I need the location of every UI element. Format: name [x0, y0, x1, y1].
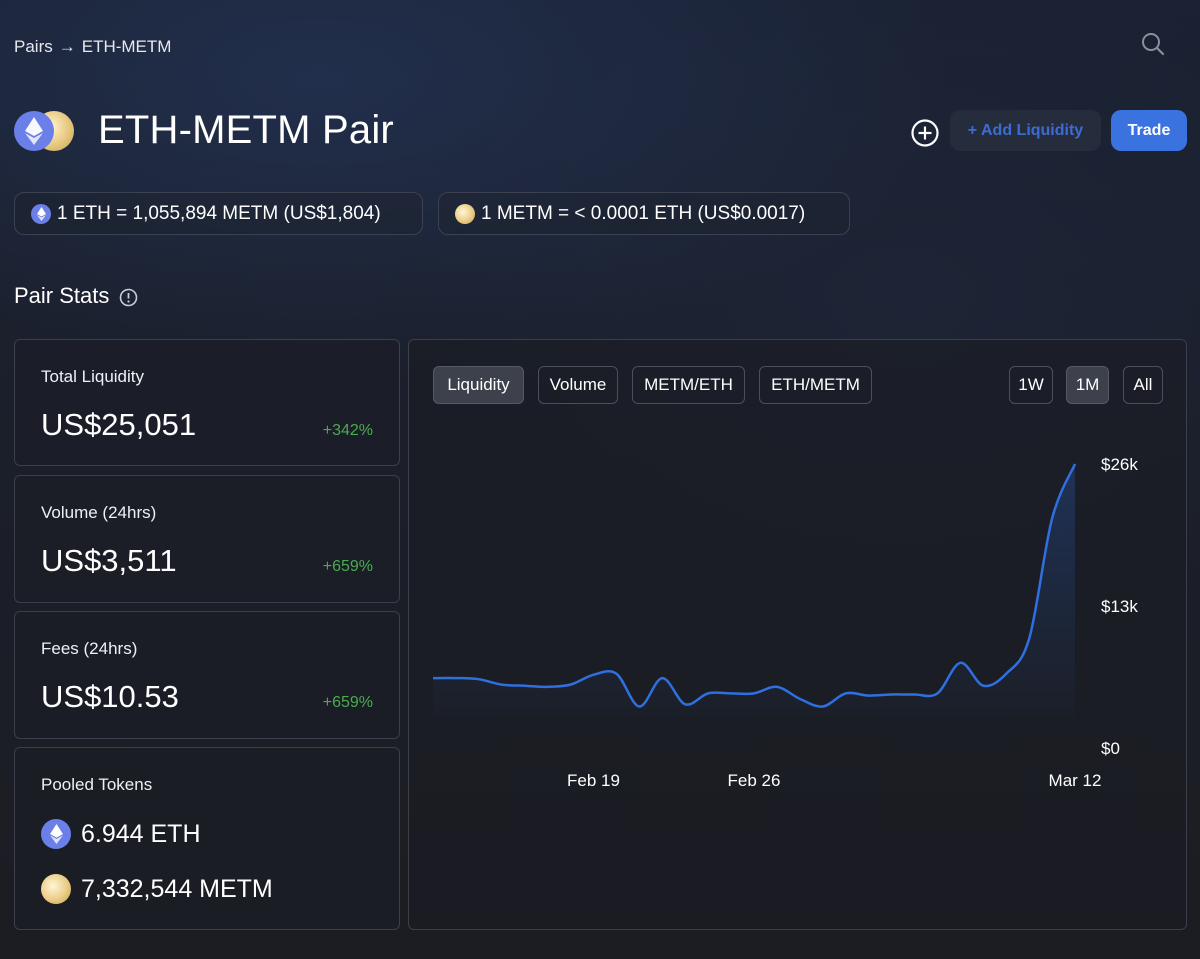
volume-card: Volume (24hrs) US$3,511 +659%: [14, 475, 400, 603]
liquidity-series-line: [432, 463, 1077, 708]
eth-icon: [14, 110, 54, 151]
page-title: ETH-METM Pair: [98, 108, 394, 152]
chart-panel: Liquidity Volume METM/ETH ETH/METM 1W 1M…: [408, 339, 1187, 930]
breadcrumb: Pairs → ETH-METM: [14, 37, 171, 57]
y-tick-label: $13k: [1101, 597, 1138, 616]
fees-card: Fees (24hrs) US$10.53 +659%: [14, 611, 400, 739]
y-tick-label: $0: [1101, 739, 1120, 758]
metm-icon: [41, 874, 71, 904]
tab-metm-eth[interactable]: METM/ETH: [632, 366, 745, 404]
range-all[interactable]: All: [1123, 366, 1163, 404]
header-actions: + Add Liquidity Trade: [910, 110, 1187, 151]
metm-rate-text: 1 METM = < 0.0001 ETH (US$0.0017): [481, 202, 806, 224]
breadcrumb-current: ETH-METM: [81, 37, 172, 56]
pair-token-icons: [14, 109, 76, 153]
breadcrumb-separator: →: [58, 37, 76, 56]
eth-icon: [31, 203, 51, 224]
trade-button[interactable]: Trade: [1111, 110, 1187, 151]
pooled-metm-amount: 7,332,544 METM: [81, 874, 273, 903]
tab-eth-metm[interactable]: ETH/METM: [759, 366, 872, 404]
breadcrumb-pairs-link[interactable]: Pairs: [14, 37, 53, 56]
pair-stats-heading: Pair Stats: [14, 283, 138, 309]
pooled-tokens-card: Pooled Tokens 6.944 ETH 7,332,544 METM: [14, 747, 400, 930]
tab-liquidity[interactable]: Liquidity: [433, 366, 524, 404]
add-liquidity-button[interactable]: + Add Liquidity: [950, 110, 1101, 151]
stat-value: US$25,051: [41, 407, 197, 442]
stat-change: +342%: [322, 422, 373, 439]
add-circle-icon[interactable]: [910, 118, 940, 148]
range-1m[interactable]: 1M: [1066, 366, 1109, 404]
eth-rate-text: 1 ETH = 1,055,894 METM (US$1,804): [57, 202, 381, 224]
pair-stats-title: Pair Stats: [14, 283, 110, 308]
metm-icon: [455, 203, 475, 224]
stat-label: Pooled Tokens: [41, 775, 153, 794]
stat-label: Volume (24hrs): [41, 503, 157, 522]
pair-header: ETH-METM Pair: [14, 108, 394, 153]
stat-label: Fees (24hrs): [41, 639, 138, 658]
pooled-eth-amount: 6.944 ETH: [81, 819, 201, 848]
pooled-eth-row: 6.944 ETH: [41, 819, 201, 849]
y-tick-label: $26k: [1101, 455, 1138, 474]
stat-value: US$3,511: [41, 543, 177, 578]
range-1w[interactable]: 1W: [1009, 366, 1053, 404]
eth-icon: [41, 819, 71, 849]
metm-price-chip[interactable]: 1 METM = < 0.0001 ETH (US$0.0017): [438, 192, 850, 235]
pooled-metm-row: 7,332,544 METM: [41, 874, 273, 904]
stat-change: +659%: [322, 694, 373, 711]
liquidity-area: [433, 464, 1075, 718]
stat-value: US$10.53: [41, 679, 179, 714]
stat-label: Total Liquidity: [41, 367, 145, 386]
eth-price-chip[interactable]: 1 ETH = 1,055,894 METM (US$1,804): [14, 192, 423, 235]
search-icon[interactable]: [1140, 31, 1166, 57]
x-tick-label: Feb 19: [567, 771, 620, 790]
liquidity-chart: $26k $13k $0 Feb 19 Feb 26 Mar 12: [432, 455, 1138, 790]
tab-volume[interactable]: Volume: [538, 366, 618, 404]
x-tick-label: Mar 12: [1049, 771, 1102, 790]
stat-change: +659%: [322, 558, 373, 575]
total-liquidity-card: Total Liquidity US$25,051 +342%: [14, 339, 400, 466]
info-icon[interactable]: [119, 287, 138, 306]
x-tick-label: Feb 26: [728, 771, 781, 790]
